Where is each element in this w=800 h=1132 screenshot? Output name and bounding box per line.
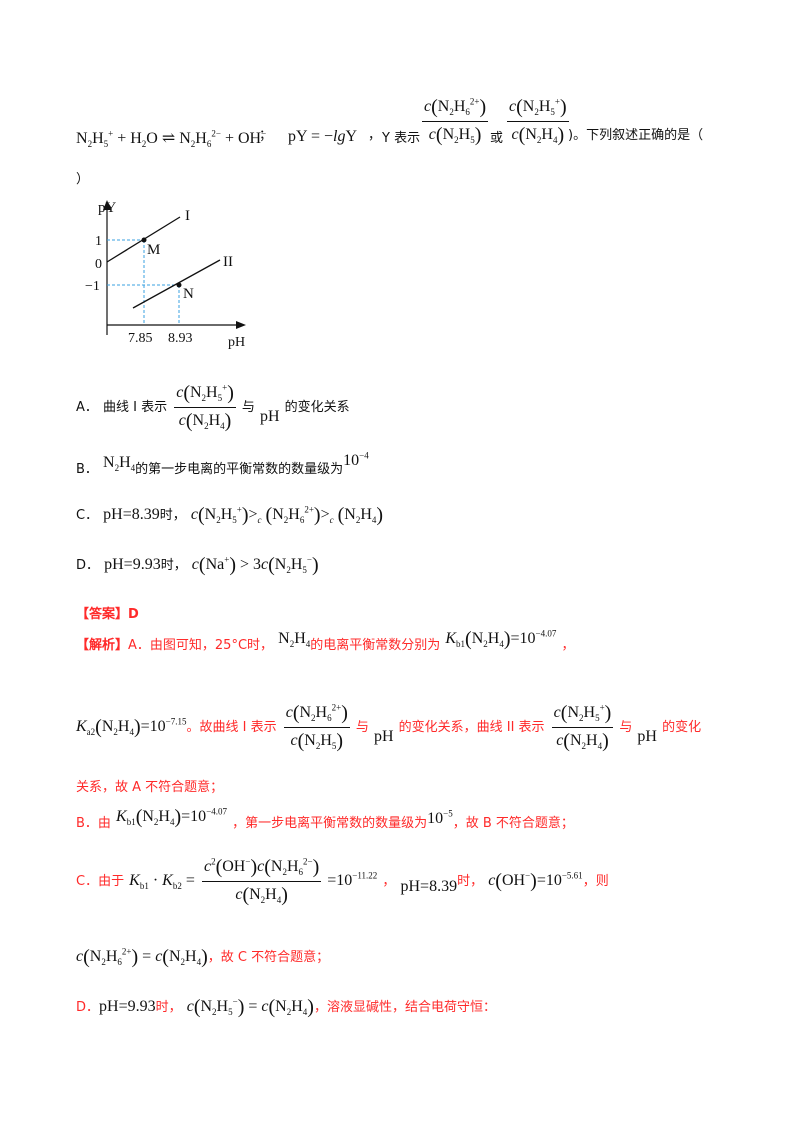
question-sep1: ； <box>259 128 273 143</box>
py-definition: pY = −lgY <box>288 128 358 145</box>
ph-py-chart: pY I II M N 1 0 −1 7.85 8.93 pH <box>85 200 246 350</box>
kb1-expression: Kb1(N2H4)=10−4.07 <box>445 628 557 650</box>
svg-text:II: II <box>223 254 233 270</box>
option-d[interactable]: D． pH=9.93时， c(Na+) > 3c(N2H5−) <box>76 554 319 576</box>
y-axis-arrow-icon <box>103 200 111 210</box>
answer-value: D <box>128 607 139 622</box>
option-c-letter: C． <box>76 508 99 523</box>
option-a-letter: A． <box>76 400 98 416</box>
x-axis-arrow-icon <box>236 321 246 329</box>
or-text: 或 <box>490 131 504 146</box>
question-equation: N2H5+ + H2O ⇌ N2H62− + OH− <box>76 128 267 150</box>
option-c-expression: c(N2H5+)>c (N2H62+)>c (N2H4) <box>190 504 384 526</box>
svg-text:M: M <box>147 242 160 258</box>
ka2-expression: Ka2(N2H4)=10−7.15 <box>76 716 187 739</box>
analysis-c-line1: C．由于 Kb1 · Kb2 = c2(OH−)c(N2H62−) c(N2H4… <box>76 856 609 906</box>
analysis-b-line: B．由 Kb1(N2H4)=10−4.07 ，第一步电离平衡常数的数量级为10−… <box>76 806 574 831</box>
svg-text:pY: pY <box>98 200 117 216</box>
analysis-label: 【解析】 <box>76 638 129 653</box>
svg-text:pH: pH <box>228 335 245 350</box>
option-d-expression: c(Na+) > 3c(N2H5−) <box>191 554 319 576</box>
svg-text:−1: −1 <box>85 279 100 294</box>
question-fraction-2: c(N2H5+) c(N2H4) <box>507 96 569 146</box>
question-sep2: ， <box>368 128 382 143</box>
svg-text:1: 1 <box>95 234 102 249</box>
point-M <box>141 237 147 243</box>
option-b-value: 10−4 <box>343 450 369 469</box>
answer-line: 【答案】D <box>76 603 139 622</box>
svg-text:8.93: 8.93 <box>168 331 193 346</box>
analysis-a-line3: 关系，故 A 不符合题意； <box>76 780 224 795</box>
svg-text:0: 0 <box>95 257 102 272</box>
analysis-a-line2: Ka2(N2H4)=10−7.15。故曲线 I 表示 c(N2H62+) c(N… <box>76 702 702 752</box>
question-suffix: )。下列叙述正确的是（ <box>568 128 704 143</box>
option-b-formula: N2H4 <box>103 454 136 474</box>
point-N <box>176 282 182 288</box>
option-c[interactable]: C． pH=8.39时， c(N2H5+)>c (N2H62+)>c (N2H4… <box>76 504 384 526</box>
svg-text:N: N <box>183 286 194 302</box>
option-a-fraction: c(N2H5+) c(N2H4) <box>174 382 236 432</box>
question-fraction-1: c(N2H62+) c(N2H5) <box>422 96 489 146</box>
analysis-c-line2: c(N2H62+) = c(N2H4)，故 C 不符合题意； <box>76 946 330 968</box>
answer-label: 【答案】 <box>76 607 129 622</box>
question-closing-paren: ） <box>76 172 90 187</box>
svg-text:I: I <box>185 208 190 224</box>
analysis-a-line1: 【解析】A．由图可知，25°C时， N2H4的电离平衡常数分别为 Kb1(N2H… <box>76 628 575 653</box>
option-b[interactable]: B． N2H4的第一步电离的平衡常数的数量级为10−4 <box>76 450 369 477</box>
y-desc-prefix: Y 表示 <box>382 131 421 146</box>
svg-text:7.85: 7.85 <box>128 331 153 346</box>
analysis-d-line: D．pH=9.93时， c(N2H5−) = c(N2H4)，溶液显碱性，结合电… <box>76 996 496 1018</box>
option-a[interactable]: A． 曲线 I 表示 c(N2H5+) c(N2H4) 与 pH 的变化关系 <box>76 382 350 432</box>
option-d-letter: D． <box>76 558 100 573</box>
option-b-letter: B． <box>76 462 98 477</box>
curve-II <box>132 259 221 309</box>
